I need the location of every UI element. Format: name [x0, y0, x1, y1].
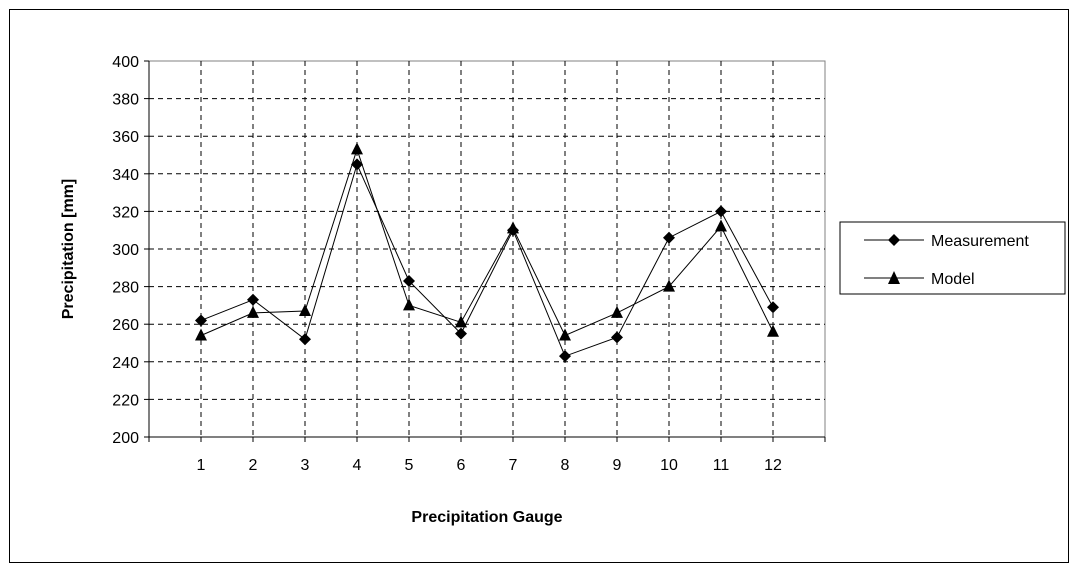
point-model-5 [403, 298, 415, 311]
x-axis-title: Precipitation Gauge [411, 509, 562, 526]
legend-marker-measurement [888, 234, 900, 246]
x-tick-label: 3 [301, 457, 310, 474]
y-tick-label: 360 [112, 129, 139, 146]
point-model-9 [611, 305, 623, 318]
x-tick-label: 11 [713, 457, 730, 474]
point-model-2 [247, 305, 259, 318]
y-axis-title: Precipitation [mm] [60, 179, 77, 319]
point-measurement-2 [247, 293, 259, 306]
axes [144, 60, 826, 442]
point-model-12 [767, 324, 779, 337]
y-tick-label: 260 [112, 317, 139, 334]
legend: Measurement Model [839, 221, 1066, 295]
x-tick-label: 8 [561, 457, 570, 474]
point-model-3 [299, 304, 311, 317]
point-model-1 [195, 328, 207, 341]
x-tick-label: 5 [405, 457, 414, 474]
y-tick-label: 240 [112, 355, 139, 372]
point-model-11 [715, 219, 727, 232]
legend-label-measurement: Measurement [931, 233, 1029, 250]
point-measurement-8 [559, 350, 571, 363]
series-line-model [200, 147, 774, 337]
point-measurement-6 [455, 327, 467, 340]
y-tick-label: 200 [112, 430, 139, 447]
point-measurement-4 [351, 158, 363, 171]
series-group [195, 142, 779, 363]
point-measurement-10 [663, 231, 675, 244]
y-tick-label: 220 [112, 392, 139, 409]
point-measurement-5 [403, 274, 415, 287]
y-tick-label: 280 [112, 280, 139, 297]
point-model-6 [455, 315, 467, 328]
series-line-measurement [200, 162, 774, 357]
y-tick-label: 340 [112, 167, 139, 184]
y-tick-label: 320 [112, 204, 139, 221]
point-measurement-1 [195, 314, 207, 327]
point-model-8 [559, 328, 571, 341]
y-tick-label: 400 [112, 54, 139, 71]
point-model-10 [663, 279, 675, 292]
point-measurement-3 [299, 333, 311, 346]
legend-marker-model [888, 271, 900, 284]
point-model-7 [507, 221, 519, 234]
y-tick-labels: 200 220 240 260 280 300 320 340 360 380 400 [112, 54, 139, 447]
x-tick-labels: 1 2 3 4 5 6 7 8 9 10 11 12 [197, 457, 782, 474]
legend-box [839, 221, 1066, 295]
x-tick-label: 12 [764, 457, 782, 474]
x-tick-label: 7 [509, 457, 518, 474]
point-measurement-9 [611, 331, 623, 344]
point-measurement-12 [767, 301, 779, 314]
x-tick-label: 10 [660, 457, 678, 474]
x-tick-label: 4 [353, 457, 362, 474]
point-measurement-11 [715, 205, 727, 218]
x-tick-label: 1 [197, 457, 206, 474]
y-tick-label: 300 [112, 242, 139, 259]
point-model-4 [351, 142, 363, 155]
gridlines [149, 61, 825, 437]
y-tick-label: 380 [112, 92, 139, 109]
legend-label-model: Model [931, 271, 975, 288]
x-tick-label: 2 [249, 457, 258, 474]
x-tick-label: 9 [613, 457, 622, 474]
x-tick-label: 6 [457, 457, 466, 474]
